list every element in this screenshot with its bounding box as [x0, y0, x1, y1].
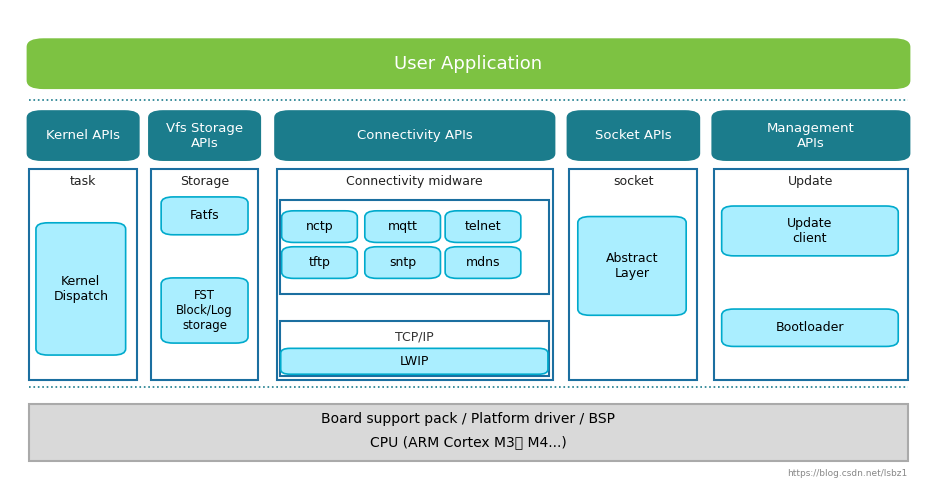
Bar: [29, 404, 907, 461]
Text: task: task: [70, 175, 96, 188]
FancyBboxPatch shape: [445, 247, 520, 279]
Text: Abstract
Layer: Abstract Layer: [605, 252, 657, 280]
Text: LWIP: LWIP: [399, 355, 429, 368]
Text: mdns: mdns: [465, 256, 500, 269]
Text: Bootloader: Bootloader: [775, 321, 843, 334]
Text: TCP/IP: TCP/IP: [395, 331, 433, 344]
Text: Kernel
Dispatch: Kernel Dispatch: [53, 275, 109, 303]
Text: Fatfs: Fatfs: [190, 209, 219, 222]
Bar: [277, 169, 552, 380]
FancyBboxPatch shape: [282, 247, 357, 279]
FancyBboxPatch shape: [26, 110, 139, 161]
Text: Storage: Storage: [180, 175, 229, 188]
Bar: [29, 169, 137, 380]
FancyBboxPatch shape: [26, 38, 910, 89]
Text: FST
Block/Log
storage: FST Block/Log storage: [176, 289, 233, 332]
FancyBboxPatch shape: [161, 278, 248, 343]
Bar: [280, 200, 548, 294]
FancyBboxPatch shape: [721, 206, 898, 256]
Text: Socket APIs: Socket APIs: [594, 129, 671, 142]
FancyBboxPatch shape: [566, 110, 699, 161]
Text: socket: socket: [612, 175, 653, 188]
Text: mqtt: mqtt: [388, 220, 417, 233]
Text: Update
client: Update client: [786, 217, 832, 245]
Bar: [280, 321, 548, 376]
FancyBboxPatch shape: [710, 110, 910, 161]
Text: https://blog.csdn.net/lsbz1: https://blog.csdn.net/lsbz1: [786, 469, 907, 478]
FancyBboxPatch shape: [445, 211, 520, 242]
Text: User Application: User Application: [394, 54, 542, 73]
Text: sntp: sntp: [388, 256, 416, 269]
Text: Kernel APIs: Kernel APIs: [46, 129, 120, 142]
FancyBboxPatch shape: [721, 309, 898, 347]
Bar: [569, 169, 696, 380]
FancyBboxPatch shape: [281, 348, 548, 374]
Text: Update: Update: [787, 175, 833, 188]
FancyBboxPatch shape: [364, 247, 440, 279]
FancyBboxPatch shape: [148, 110, 261, 161]
FancyBboxPatch shape: [161, 197, 248, 235]
FancyBboxPatch shape: [274, 110, 555, 161]
Text: nctp: nctp: [305, 220, 333, 233]
Bar: [713, 169, 907, 380]
Text: telnet: telnet: [464, 220, 501, 233]
Bar: [151, 169, 258, 380]
Text: Connectivity APIs: Connectivity APIs: [357, 129, 472, 142]
FancyBboxPatch shape: [282, 211, 357, 242]
Text: Vfs Storage
APIs: Vfs Storage APIs: [166, 121, 242, 149]
FancyBboxPatch shape: [364, 211, 440, 242]
FancyBboxPatch shape: [578, 216, 685, 315]
Text: Connectivity midware: Connectivity midware: [346, 175, 483, 188]
FancyBboxPatch shape: [36, 223, 125, 355]
Text: tftp: tftp: [308, 256, 330, 269]
Text: CPU (ARM Cortex M3、 M4...): CPU (ARM Cortex M3、 M4...): [370, 435, 566, 449]
Text: Management
APIs: Management APIs: [767, 121, 854, 149]
Text: Board support pack / Platform driver / BSP: Board support pack / Platform driver / B…: [321, 412, 615, 426]
